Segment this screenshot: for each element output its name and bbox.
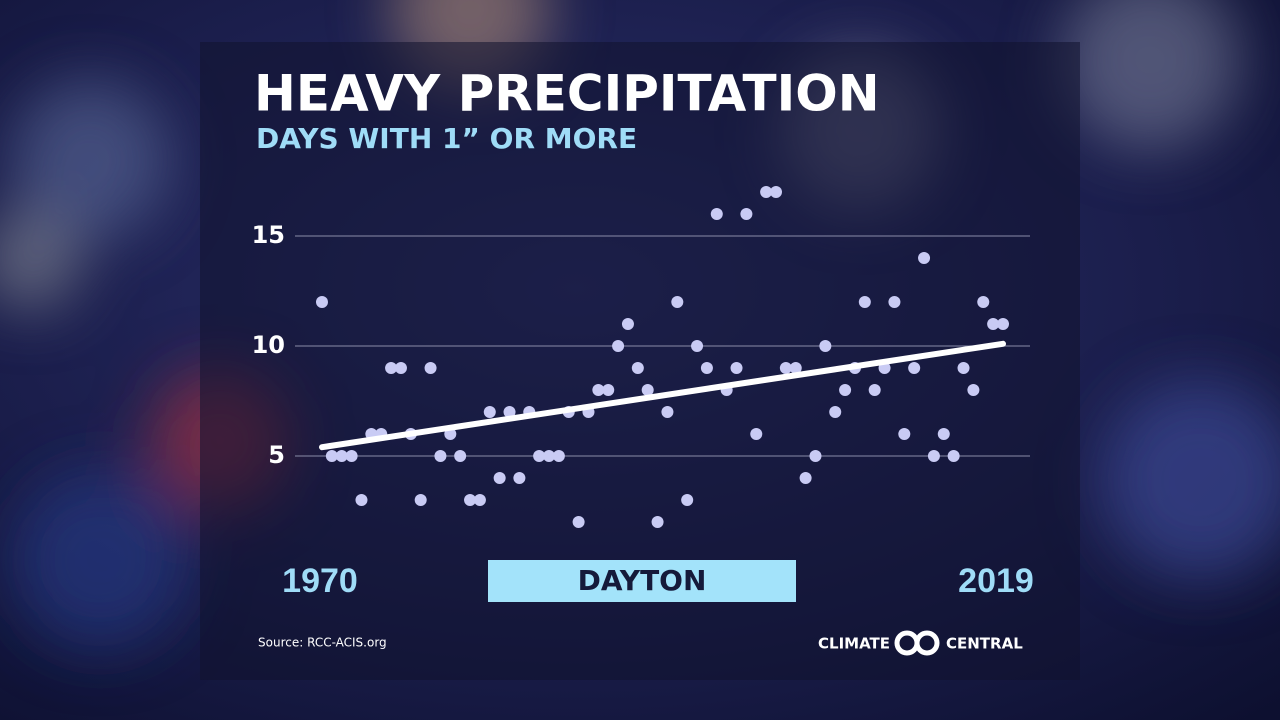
trend-line [319,340,1006,451]
point [967,384,980,396]
point [503,406,516,418]
point [394,362,407,374]
point [572,516,585,528]
point [621,318,634,330]
point [691,340,704,352]
point [740,208,753,220]
point [631,362,644,374]
point [602,384,615,396]
point [789,362,802,374]
end-label: 2019 [958,562,1034,600]
y-tick-label: 5 [268,441,285,469]
point [543,450,555,462]
point [710,208,723,220]
point [779,362,792,374]
point [681,494,694,506]
point [809,450,822,462]
location-label: DAYTON [578,564,707,597]
point [927,450,940,462]
point [957,362,970,374]
point [730,362,743,374]
point [858,296,871,308]
point [868,384,881,396]
point [483,406,496,418]
point [671,296,684,308]
point [414,494,427,506]
point [839,384,852,396]
point [592,384,605,396]
point [473,494,486,506]
point [997,318,1009,330]
point [641,384,654,396]
point [552,450,565,462]
brand-right: CENTRAL [946,635,1023,653]
chart-subtitle: DAYS WITH 1” OR MORE [256,122,637,155]
chart-title: HEAVY PRECIPITATION [254,65,880,123]
point [799,472,812,484]
point [829,406,842,418]
point [325,450,338,462]
brand-logo [894,630,940,656]
start-label: 1970 [282,562,358,600]
point [937,428,950,440]
point [898,428,911,440]
y-tick-label: 10 [252,331,285,359]
point [345,450,358,462]
point [977,296,990,308]
location-box [488,560,796,602]
source: Source: RCC-ACIS.org [258,636,387,650]
point [760,186,773,198]
point [612,340,625,352]
brand-left: CLIMATE [818,635,890,653]
y-tick-label: 15 [252,221,285,249]
point [888,296,901,308]
point [700,362,713,374]
point [434,450,447,462]
point [493,472,506,484]
point [335,450,348,462]
point [661,406,674,418]
point [770,186,782,198]
point [908,362,921,374]
point [533,450,546,462]
point [316,296,328,308]
point [385,362,398,374]
point [513,472,526,484]
point [651,516,664,528]
point [355,494,368,506]
point [750,428,763,440]
point [464,494,477,506]
point [918,252,931,264]
point [454,450,467,462]
point [947,450,960,462]
point [819,340,832,352]
point [424,362,437,374]
point [987,318,1000,330]
